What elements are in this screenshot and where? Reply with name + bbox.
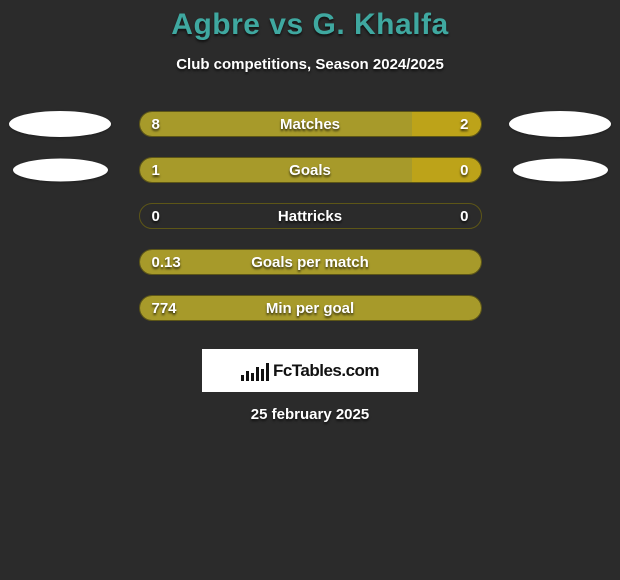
stat-bar: 10Goals — [139, 157, 482, 183]
logo-text: FcTables.com — [273, 361, 379, 381]
left-badge-slot — [0, 159, 120, 182]
stat-label: Goals — [140, 158, 481, 182]
stat-label: Goals per match — [140, 250, 481, 274]
team-badge-right — [509, 111, 611, 137]
team-badge-left — [9, 111, 111, 137]
stat-bar: 82Matches — [139, 111, 482, 137]
stat-label: Matches — [140, 112, 481, 136]
stat-row: 0.13Goals per match — [0, 239, 620, 285]
right-badge-slot — [500, 111, 620, 137]
right-badge-slot — [500, 159, 620, 182]
team-badge-right — [513, 159, 608, 182]
team-badge-left — [13, 159, 108, 182]
left-badge-slot — [0, 111, 120, 137]
stat-rows: 82Matches 10Goals 00Hattricks 0.13Goals per… — [0, 101, 620, 331]
page-subtitle: Club competitions, Season 2024/2025 — [0, 56, 620, 73]
page-title: Agbre vs G. Khalfa — [0, 8, 620, 42]
footer-date: 25 february 2025 — [0, 406, 620, 423]
stat-row: 10Goals — [0, 147, 620, 193]
comparison-container: Agbre vs G. Khalfa Club competitions, Se… — [0, 0, 620, 423]
stat-label: Min per goal — [140, 296, 481, 320]
stat-bar: 00Hattricks — [139, 203, 482, 229]
stat-label: Hattricks — [140, 204, 481, 228]
stat-bar: 0.13Goals per match — [139, 249, 482, 275]
stat-row: 82Matches — [0, 101, 620, 147]
chart-icon — [241, 361, 269, 381]
stat-row: 00Hattricks — [0, 193, 620, 239]
stat-row: 774Min per goal — [0, 285, 620, 331]
footer-logo[interactable]: FcTables.com — [202, 349, 418, 392]
stat-bar: 774Min per goal — [139, 295, 482, 321]
